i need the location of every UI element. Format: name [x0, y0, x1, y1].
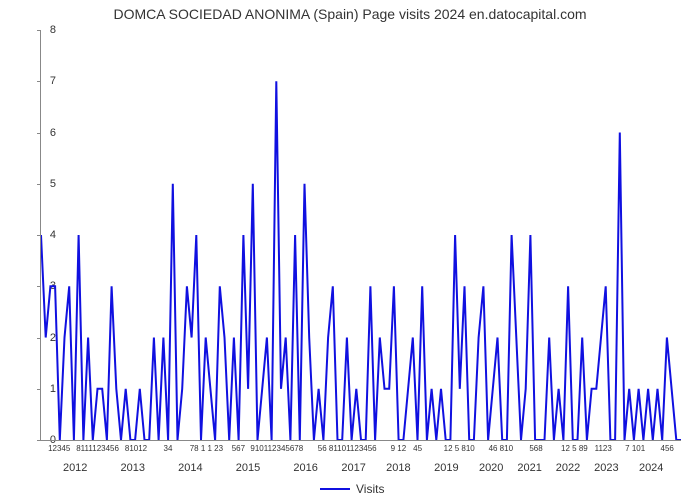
x-sub-label: 45 — [413, 444, 422, 453]
legend: Visits — [320, 482, 384, 496]
x-sub-label: 9 12 — [391, 444, 407, 453]
x-year-label: 2022 — [556, 462, 580, 474]
x-sub-label: 567 — [232, 444, 245, 453]
x-sub-label: 56 81101123456 — [318, 444, 377, 453]
x-sub-label: 12 5 810 — [444, 444, 475, 453]
x-sub-label: 456 — [661, 444, 674, 453]
legend-label: Visits — [356, 482, 384, 496]
x-year-label: 2021 — [517, 462, 541, 474]
x-year-label: 2015 — [236, 462, 260, 474]
x-sub-label: 12 5 89 — [561, 444, 588, 453]
x-sub-label: 910112345678 — [250, 444, 303, 453]
chart-container: DOMCA SOCIEDAD ANONIMA (Spain) Page visi… — [0, 0, 700, 500]
x-year-label: 2017 — [341, 462, 365, 474]
x-sub-label: 12345 — [48, 444, 70, 453]
x-sub-label: 7 101 — [625, 444, 645, 453]
x-year-label: 2013 — [121, 462, 145, 474]
x-year-label: 2023 — [594, 462, 618, 474]
x-year-label: 2016 — [293, 462, 317, 474]
line-series — [41, 30, 681, 440]
x-sub-label: 8111123456 — [76, 444, 119, 453]
legend-swatch — [320, 488, 350, 490]
x-sub-label: 46 810 — [489, 444, 513, 453]
chart-title: DOMCA SOCIEDAD ANONIMA (Spain) Page visi… — [0, 6, 700, 22]
x-year-label: 2019 — [434, 462, 458, 474]
x-sub-label: 568 — [529, 444, 542, 453]
x-sub-label: 81012 — [125, 444, 147, 453]
x-sub-label: 78 1 1 23 — [190, 444, 223, 453]
x-sub-label: 1123 — [595, 444, 612, 453]
x-year-label: 2014 — [178, 462, 202, 474]
plot-area — [40, 30, 681, 441]
x-year-label: 2024 — [639, 462, 663, 474]
x-year-label: 2012 — [63, 462, 87, 474]
x-year-label: 2020 — [479, 462, 503, 474]
x-year-label: 2018 — [386, 462, 410, 474]
x-sub-label: 34 — [164, 444, 173, 453]
